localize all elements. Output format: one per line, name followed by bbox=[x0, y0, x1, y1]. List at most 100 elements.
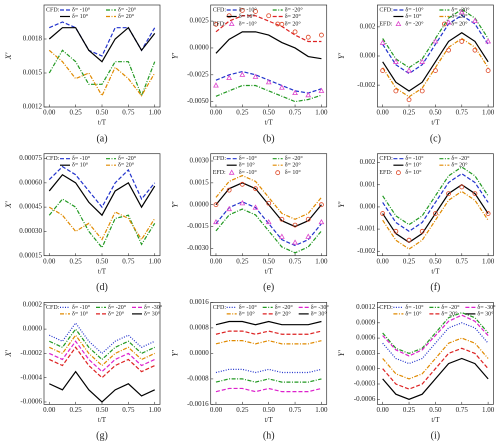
marker bbox=[441, 21, 447, 27]
marker bbox=[265, 218, 272, 225]
y-tick-label: -0.0004 bbox=[20, 373, 42, 381]
marker bbox=[472, 191, 478, 197]
panel-caption: (g) bbox=[96, 431, 108, 442]
legend-label: δ= -20° bbox=[285, 6, 304, 13]
legend-label: δ= -20° bbox=[451, 6, 470, 13]
legend-label: δ= -10° bbox=[239, 304, 258, 311]
panel: 0.00 0.25 0.50 0.75 1.00 0.0012 0.0015 0.0018 t/… bbox=[4, 4, 161, 144]
legend-label: δ= -20° bbox=[118, 6, 137, 13]
legend-label: δ= -10° bbox=[239, 169, 258, 176]
y-tick-label: -0.001 bbox=[357, 225, 376, 233]
y-tick-label: 0.002 bbox=[360, 22, 376, 30]
marker bbox=[226, 205, 233, 212]
series-line bbox=[48, 198, 156, 249]
marker bbox=[266, 13, 272, 19]
series-line bbox=[49, 328, 155, 361]
y-axis-label: Y' bbox=[337, 350, 346, 356]
y-tick-label: -0.0008 bbox=[187, 375, 209, 383]
legend-label: δ= 10° bbox=[239, 310, 256, 317]
legend-title: CFD: bbox=[213, 156, 227, 162]
marker bbox=[279, 84, 285, 90]
x-tick-label: 0.50 bbox=[263, 257, 276, 265]
x-tick-label: 0.50 bbox=[96, 109, 109, 117]
legend-label: δ= -20° bbox=[451, 155, 470, 162]
marker bbox=[432, 68, 438, 73]
marker bbox=[292, 239, 298, 245]
y-tick-label: 0.0015 bbox=[23, 69, 43, 77]
series-line bbox=[49, 334, 155, 367]
legend-label: δ= -20° bbox=[405, 20, 424, 27]
x-axis-label: t/T bbox=[98, 119, 107, 127]
x-tick-label: 1.00 bbox=[482, 406, 495, 414]
legend-label: δ= -30° bbox=[477, 304, 496, 311]
marker bbox=[458, 9, 465, 15]
x-tick-label: 0.50 bbox=[429, 109, 442, 117]
x-axis-label: t/T bbox=[431, 416, 440, 424]
legend-label: δ= -10° bbox=[239, 155, 258, 162]
legend-title: EFD: bbox=[379, 21, 392, 27]
legend-label: δ= -10° bbox=[239, 6, 258, 13]
y-tick-label: 0.0016 bbox=[189, 298, 209, 306]
marker bbox=[318, 87, 325, 93]
marker bbox=[379, 39, 386, 45]
marker bbox=[393, 88, 399, 94]
x-tick-label: 0.25 bbox=[236, 109, 249, 117]
y-tick-label: -0.0003 bbox=[354, 380, 376, 388]
x-tick-label: 0.75 bbox=[122, 257, 135, 265]
marker bbox=[395, 20, 402, 26]
legend-label: δ= 10° bbox=[405, 169, 422, 176]
legend-label: δ= 30° bbox=[144, 310, 161, 317]
y-tick-label: -0.0025 bbox=[187, 70, 209, 78]
marker bbox=[266, 200, 272, 206]
x-tick-label: 0.75 bbox=[289, 109, 302, 117]
x-tick-label: 0.75 bbox=[122, 406, 135, 414]
marker bbox=[253, 186, 258, 192]
series-line bbox=[215, 31, 322, 60]
y-tick-label: -0.0030 bbox=[187, 244, 209, 252]
marker bbox=[445, 19, 452, 25]
y-tick-label: -0.0015 bbox=[187, 222, 209, 230]
legend-label: δ= 10° bbox=[239, 162, 256, 169]
x-tick-label: 1.00 bbox=[315, 109, 328, 117]
legend-label: δ= 10° bbox=[72, 310, 89, 317]
y-tick-label: 0.000 bbox=[360, 203, 376, 211]
series-line bbox=[49, 340, 155, 373]
marker bbox=[305, 216, 311, 222]
marker bbox=[419, 58, 426, 64]
series-line bbox=[382, 166, 489, 226]
panel-caption: (h) bbox=[263, 431, 275, 442]
y-tick-label: -0.0050 bbox=[187, 97, 209, 105]
legend-label: δ= 20° bbox=[285, 20, 302, 27]
legend-title: CFD: bbox=[46, 7, 60, 13]
marker bbox=[395, 170, 401, 176]
series-line bbox=[215, 208, 322, 254]
series-line bbox=[382, 37, 489, 98]
panel-caption: (f) bbox=[430, 282, 440, 293]
series-line bbox=[382, 314, 489, 357]
series-line bbox=[382, 14, 489, 75]
marker bbox=[380, 211, 386, 216]
series-line bbox=[215, 340, 322, 345]
legend-label: δ= -10° bbox=[405, 304, 424, 311]
legend-title: EFD: bbox=[379, 170, 392, 176]
marker bbox=[305, 34, 311, 40]
legend-label: δ= 20° bbox=[441, 310, 458, 317]
y-axis-label: Y' bbox=[171, 201, 180, 207]
legend-label: δ= -20° bbox=[441, 304, 460, 311]
marker bbox=[239, 181, 245, 187]
legend-label: δ= -20° bbox=[285, 155, 304, 162]
series-line bbox=[49, 346, 155, 379]
marker bbox=[252, 73, 259, 79]
x-tick-label: 0.50 bbox=[263, 406, 276, 414]
series-line bbox=[48, 206, 156, 241]
series-line bbox=[48, 49, 156, 97]
legend-title: CFD: bbox=[213, 7, 227, 13]
y-axis-label: Y' bbox=[337, 201, 346, 207]
plot-frame bbox=[377, 302, 494, 405]
y-tick-label: -0.0016 bbox=[187, 400, 209, 408]
series-line bbox=[215, 378, 322, 383]
marker bbox=[392, 58, 399, 64]
marker bbox=[213, 21, 219, 27]
y-tick-label: 0.00060 bbox=[19, 178, 42, 186]
marker bbox=[472, 47, 478, 53]
